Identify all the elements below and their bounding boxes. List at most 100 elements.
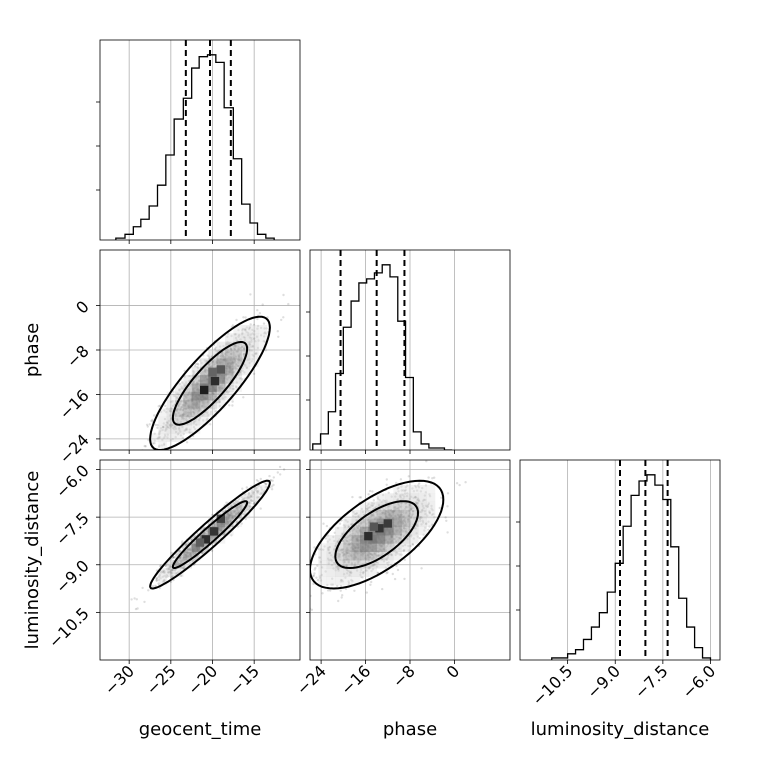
scatter-point xyxy=(411,542,414,546)
density-cell xyxy=(216,341,226,351)
scatter-point xyxy=(174,430,178,434)
scatter-point xyxy=(366,507,369,510)
scatter-point xyxy=(402,549,405,553)
scatter-point xyxy=(410,495,413,498)
scatter-point xyxy=(254,352,258,355)
scatter-point xyxy=(157,435,160,439)
density-cell xyxy=(250,341,259,351)
density-peak-cell xyxy=(200,385,209,395)
scatter-point xyxy=(339,584,343,588)
scatter-point xyxy=(187,541,190,544)
scatter-point xyxy=(339,578,343,582)
density-cell xyxy=(166,416,176,426)
scatter-point xyxy=(318,556,321,559)
scatter-point xyxy=(165,567,168,571)
scatter-point xyxy=(316,564,319,567)
scatter-point xyxy=(206,354,210,357)
scatter-point xyxy=(177,570,180,573)
scatter-point xyxy=(168,426,171,430)
scatter-point xyxy=(239,377,243,380)
scatter-point xyxy=(394,495,397,498)
scatter-point xyxy=(148,423,151,426)
density-cell xyxy=(335,526,344,536)
scatter-point xyxy=(259,326,263,330)
scatter-point xyxy=(151,585,155,588)
scatter-point xyxy=(238,333,241,337)
density-cell xyxy=(318,543,327,552)
scatter-point xyxy=(176,433,179,436)
scatter-point xyxy=(158,431,161,434)
scatter-point xyxy=(241,333,244,336)
scatter-point xyxy=(421,499,425,502)
y-tick-label: −24 xyxy=(56,430,93,467)
scatter-point xyxy=(250,489,254,492)
scatter-point xyxy=(412,490,416,493)
density-cell xyxy=(225,375,234,384)
scatter-point xyxy=(403,548,406,552)
scatter-point xyxy=(382,499,385,502)
scatter-point xyxy=(416,497,419,500)
density-cell xyxy=(183,408,192,417)
scatter-point xyxy=(424,526,427,529)
scatter-point xyxy=(261,303,264,306)
scatter-point xyxy=(414,484,417,488)
scatter-point xyxy=(307,578,309,580)
density-cell xyxy=(401,501,411,511)
scatter-point xyxy=(320,566,324,569)
scatter-point xyxy=(169,400,172,404)
scatter-point xyxy=(320,548,323,551)
density-cell xyxy=(208,535,217,544)
density-cell xyxy=(410,535,419,544)
scatter-point xyxy=(248,358,251,361)
scatter-point xyxy=(163,578,166,582)
scatter-point xyxy=(243,510,246,514)
scatter-point xyxy=(350,571,353,574)
scatter-point xyxy=(211,513,214,517)
scatter-point xyxy=(192,371,196,374)
scatter-point xyxy=(406,484,409,487)
scatter-point xyxy=(331,577,334,580)
scatter-point xyxy=(271,479,274,482)
scatter-point xyxy=(347,524,350,527)
scatter-point xyxy=(243,327,246,331)
scatter-point xyxy=(407,544,410,548)
scatter-point xyxy=(359,496,363,499)
x-tick-label: −25 xyxy=(142,661,179,698)
scatter-point xyxy=(378,499,381,502)
scatter-point xyxy=(248,496,251,499)
scatter-point xyxy=(385,557,388,561)
scatter-point xyxy=(395,492,398,495)
scatter-point xyxy=(145,423,149,426)
scatter-point xyxy=(362,571,365,574)
scatter-point xyxy=(162,569,166,572)
scatter-point xyxy=(165,573,168,577)
density-cell xyxy=(376,543,386,552)
density-cell xyxy=(351,576,361,586)
density-cell xyxy=(318,560,327,569)
scatter-point xyxy=(332,561,336,565)
scatter-point xyxy=(167,567,171,570)
density-cell xyxy=(335,543,344,552)
scatter-point xyxy=(277,335,280,338)
scatter-point xyxy=(166,436,169,439)
scatter-point xyxy=(181,381,184,384)
scatter-point xyxy=(370,580,373,584)
scatter-point xyxy=(348,574,351,577)
scatter-point xyxy=(166,563,169,566)
scatter-point xyxy=(395,564,398,568)
scatter-point xyxy=(183,375,186,378)
scatter-point xyxy=(187,379,191,383)
scatter-point xyxy=(415,489,419,492)
density-cell xyxy=(250,358,259,367)
scatter-point xyxy=(385,572,388,575)
density-cell xyxy=(175,425,184,434)
scatter-point xyxy=(361,572,365,575)
scatter-point xyxy=(422,521,425,524)
scatter-point xyxy=(194,427,197,431)
density-peak-cell xyxy=(383,519,392,528)
scatter-point xyxy=(218,400,221,403)
scatter-point xyxy=(241,487,244,490)
scatter-point xyxy=(426,505,429,508)
scatter-point xyxy=(168,567,171,570)
y-tick-label: −16 xyxy=(56,386,93,423)
